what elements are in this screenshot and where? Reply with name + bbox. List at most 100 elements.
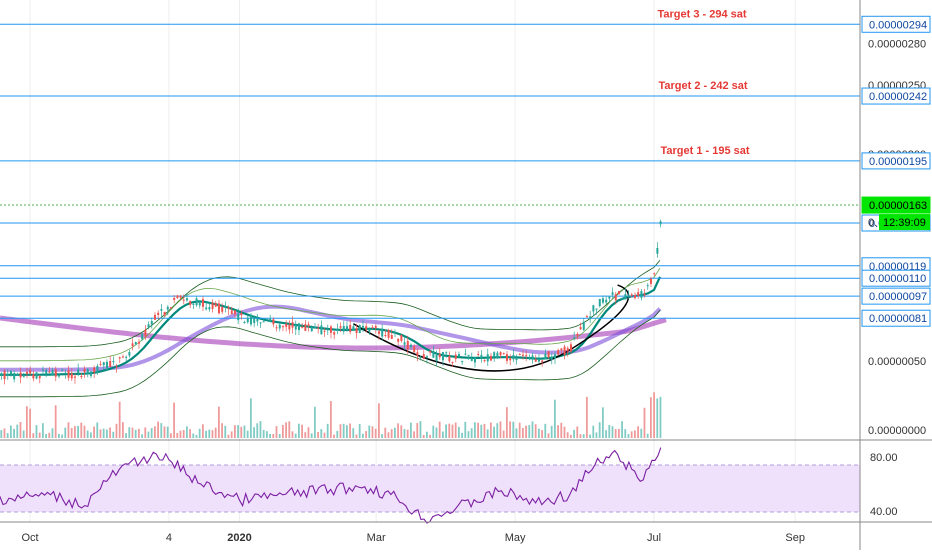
volume-bar [544,423,547,438]
candle-body [6,373,9,376]
target-label: Target 2 - 242 sat [658,80,747,92]
candle-body [294,324,297,330]
volume-bar [109,427,111,438]
candle-body [550,356,553,360]
candle-body [217,303,220,314]
candle-body [569,344,572,352]
candle-body [365,326,368,330]
time-tick-label: Mar [367,532,386,544]
candle-body [221,306,224,312]
price-badge-label: 0.00000163 [869,200,927,212]
candle-body [400,335,403,341]
volume-bar [592,425,595,438]
candle-body [579,326,582,330]
volume-bar [521,428,524,438]
candle-body [227,307,230,309]
candle-body [224,305,227,308]
candle-body [633,294,636,299]
candle-body [349,325,352,332]
volume-bar [617,428,620,438]
volume-bar [243,425,246,438]
candle-body [61,369,64,371]
volume-bar [425,431,428,438]
candle-body [304,324,307,331]
volume-bar [64,427,67,438]
volume-bar [435,427,438,438]
target-label: Target 3 - 294 sat [657,8,746,20]
candle-body [121,356,124,358]
volume-bar [525,425,527,438]
volume-bar [659,396,662,438]
volume-bar [269,434,271,438]
candle-body [381,328,384,337]
volume-bar [317,431,319,438]
volume-bar [272,433,275,438]
volume-bar [83,425,86,438]
volume-bar [483,423,486,438]
volume-bar [61,434,63,438]
candle-body [320,325,323,335]
volume-bar [589,434,591,438]
candle-body [592,305,595,312]
volume-bar [211,430,214,438]
candle-body [371,327,374,329]
volume-bar [633,430,636,438]
candle-body [291,322,294,328]
candle-body [269,318,272,322]
candle-body [512,355,515,360]
volume-bar [333,434,335,438]
volume-bar [240,426,243,438]
candle-body [473,357,476,363]
candle-body [246,317,249,323]
price-badge-label: 0.00000081 [869,313,927,325]
candle-body [48,371,51,373]
countdown-badge [879,214,930,231]
candle-body [54,369,57,377]
candle-body [96,365,99,373]
volume-bar [38,432,41,438]
volume-bar [179,430,182,438]
volume-bar [288,421,291,438]
candle-body [528,357,531,359]
volume-bar [185,426,188,438]
candle-body [454,354,457,360]
volume-bar [358,423,361,438]
candle-body [553,354,556,359]
candle-body [176,295,179,299]
price-badge-label: 0.00000110 [869,273,926,285]
volume-bar [621,421,623,438]
candle-body [646,285,649,287]
volume-bar [653,392,655,438]
price-badge-label: 0.00000097 [869,291,927,303]
volume-bar [560,422,563,438]
candle-body [464,353,467,355]
volume-bar [573,429,575,438]
volume-bar [19,422,22,438]
volume-bar [54,405,57,438]
rsi-line [0,447,662,524]
volume-bar [608,425,611,438]
volume-bar [464,421,467,438]
volume-bar [509,421,511,438]
volume-bar [422,434,425,438]
volume-bar [429,434,431,438]
volume-bar [163,426,166,438]
volume-bar [313,406,316,438]
volume-bar [595,432,598,438]
candle-body [313,326,316,328]
volume-bar [656,398,659,438]
rsi-band [0,465,860,512]
volume-bar [643,407,646,438]
volume-bar [637,426,639,438]
volume-bar [13,428,15,438]
volume-bar [115,423,118,438]
candle-body [534,359,537,362]
candle-body [448,356,451,362]
candle-body [390,335,393,339]
candle-body [80,376,83,378]
volume-bar [128,427,131,438]
volume-bar [45,434,47,438]
candle-body [608,296,611,299]
volume-bar [208,429,211,438]
